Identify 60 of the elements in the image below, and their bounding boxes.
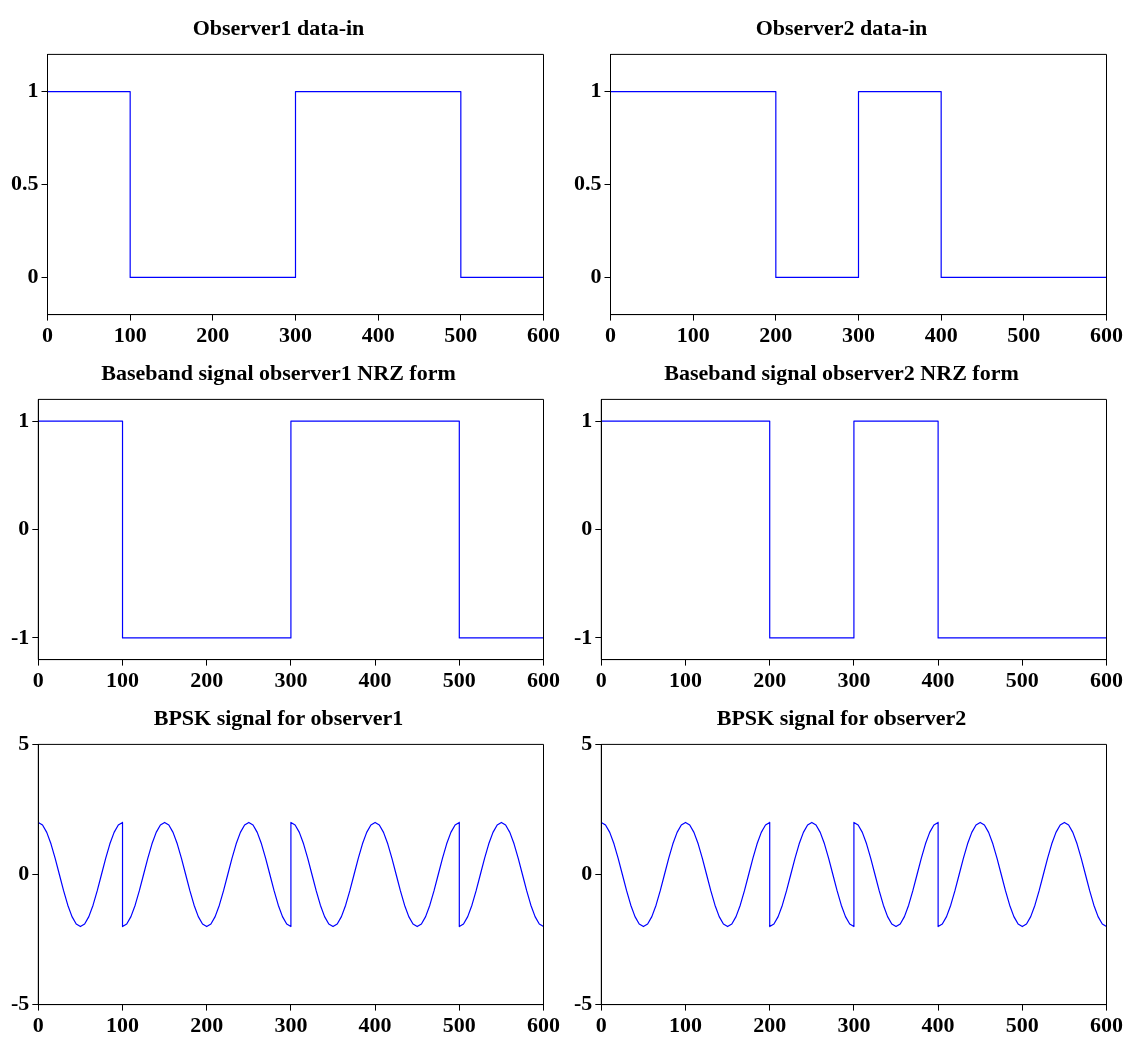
y-tick-label: -5 — [11, 990, 30, 1016]
chart-title: BPSK signal for observer1 — [153, 704, 404, 730]
x-tick-label: 400 — [361, 322, 395, 348]
y-tick-label: 1 — [18, 406, 30, 432]
y-tick-label: 1 — [590, 77, 602, 103]
x-tick-label: 300 — [837, 1012, 871, 1038]
x-tick-label: 600 — [527, 322, 560, 348]
x-tick-label: 600 — [1090, 1012, 1123, 1038]
y-tick-label: -5 — [574, 990, 593, 1016]
x-tick-label: 600 — [527, 667, 560, 693]
x-tick-label: 200 — [753, 667, 787, 693]
x-tick-label: 300 — [842, 322, 875, 348]
x-tick-label: 600 — [1090, 322, 1123, 348]
x-tick-label: 300 — [837, 667, 871, 693]
x-tick-label: 200 — [759, 322, 793, 348]
y-tick-label: 5 — [18, 730, 30, 756]
y-tick-label: 0 — [581, 860, 593, 886]
x-tick-label: 400 — [358, 1012, 392, 1038]
chart-title: Observer1 data-in — [192, 14, 365, 40]
x-tick-label: 200 — [196, 322, 230, 348]
y-tick-label: -1 — [11, 623, 30, 649]
y-tick-label: 0 — [18, 860, 30, 886]
y-tick-label: 1 — [581, 406, 593, 432]
x-tick-label: 500 — [1005, 667, 1039, 693]
x-tick-label: 200 — [190, 1012, 224, 1038]
x-tick-label: 400 — [921, 667, 955, 693]
y-tick-label: 5 — [581, 730, 593, 756]
x-tick-label: 200 — [190, 667, 224, 693]
x-tick-label: 500 — [442, 1012, 476, 1038]
chart-title: Baseband signal observer2 NRZ form — [664, 359, 1019, 385]
y-tick-label: 1 — [27, 77, 39, 103]
x-tick-label: 400 — [924, 322, 958, 348]
y-tick-label: -1 — [574, 623, 593, 649]
x-tick-label: 600 — [527, 1012, 560, 1038]
chart-title: Baseband signal observer1 NRZ form — [101, 359, 456, 385]
x-tick-label: 100 — [669, 1012, 703, 1038]
x-tick-label: 300 — [279, 322, 312, 348]
x-tick-label: 500 — [444, 322, 478, 348]
x-tick-label: 500 — [1007, 322, 1041, 348]
x-tick-label: 100 — [669, 667, 703, 693]
x-tick-label: 300 — [274, 1012, 308, 1038]
y-tick-label: 0.5 — [574, 170, 602, 196]
x-tick-label: 100 — [106, 667, 140, 693]
x-tick-label: 500 — [1005, 1012, 1039, 1038]
x-tick-label: 300 — [274, 667, 308, 693]
x-tick-label: 400 — [358, 667, 392, 693]
x-tick-label: 100 — [676, 322, 710, 348]
x-tick-label: 400 — [921, 1012, 955, 1038]
y-tick-label: 0 — [27, 263, 39, 289]
x-tick-label: 500 — [442, 667, 476, 693]
y-tick-label: 0 — [590, 263, 602, 289]
x-tick-label: 200 — [753, 1012, 787, 1038]
chart-title: BPSK signal for observer2 — [716, 704, 967, 730]
chart-title: Observer2 data-in — [755, 14, 928, 40]
y-tick-label: 0 — [581, 515, 593, 541]
x-tick-label: 100 — [106, 1012, 140, 1038]
x-tick-label: 100 — [113, 322, 147, 348]
x-tick-label: 600 — [1090, 667, 1123, 693]
y-tick-label: 0 — [18, 515, 30, 541]
y-tick-label: 0.5 — [11, 170, 39, 196]
